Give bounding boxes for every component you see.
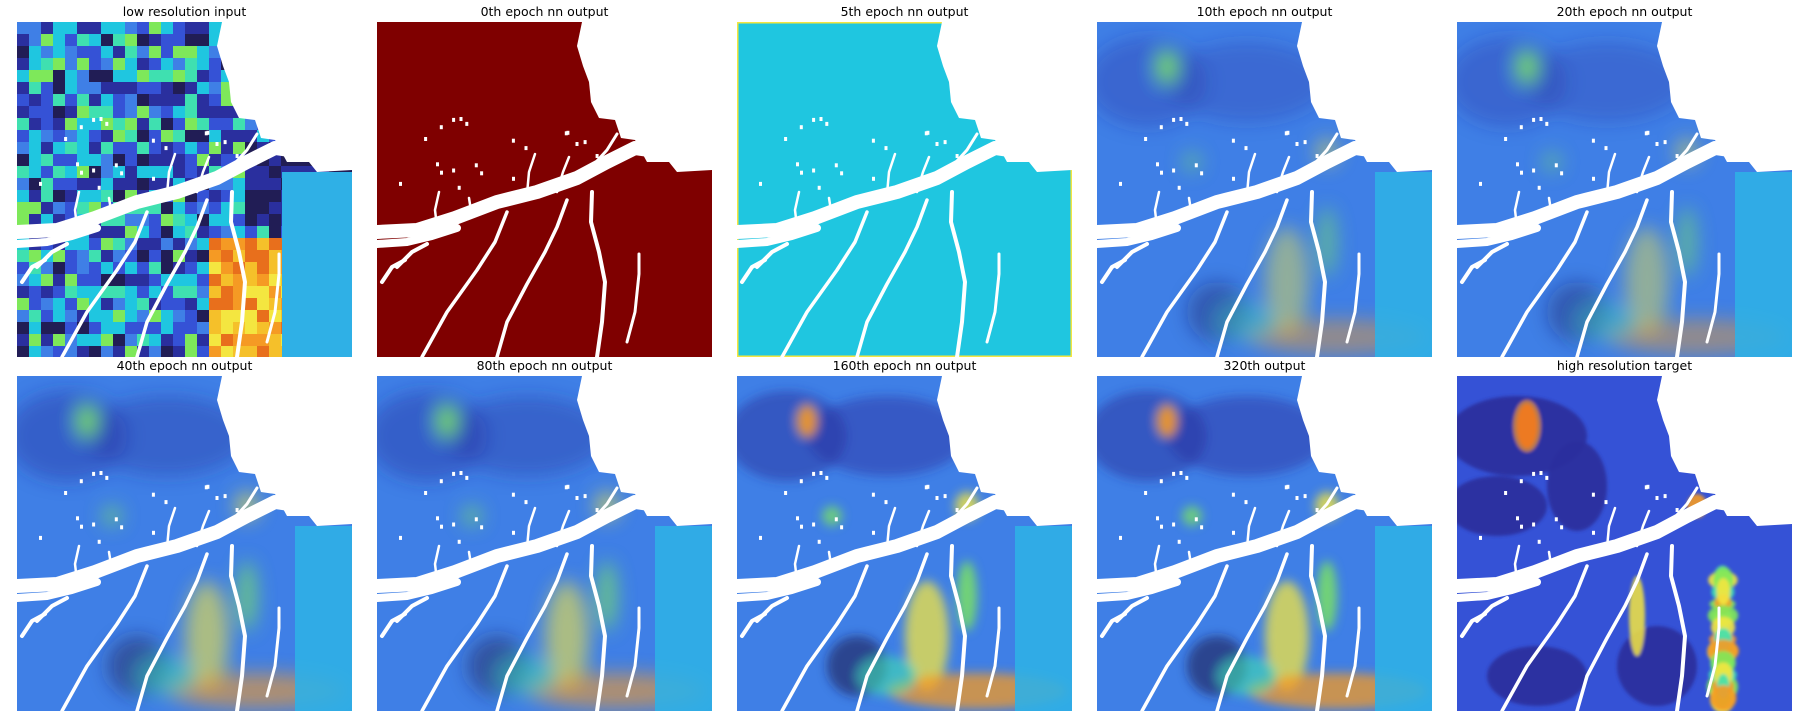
map-image xyxy=(737,376,1072,711)
panel-image xyxy=(17,22,352,357)
map-image xyxy=(377,22,712,357)
panel-title: 320th output xyxy=(1223,358,1306,373)
panel-title: 40th epoch nn output xyxy=(116,358,253,373)
panel-title: 80th epoch nn output xyxy=(476,358,613,373)
panel-image xyxy=(17,376,352,711)
map-image xyxy=(1457,22,1792,357)
map-image xyxy=(737,22,1072,357)
panel-title: 20th epoch nn output xyxy=(1556,4,1693,19)
panel-title: 10th epoch nn output xyxy=(1196,4,1333,19)
panel-low-resolution-input: low resolution input xyxy=(17,4,352,360)
map-image xyxy=(1097,376,1432,711)
panel-high-resolution-target: high resolution target xyxy=(1457,358,1792,714)
panel-image xyxy=(377,22,712,357)
map-image xyxy=(17,376,352,711)
panel-title: 5th epoch nn output xyxy=(840,4,969,19)
panel-title: 160th epoch nn output xyxy=(832,358,977,373)
panel-image xyxy=(737,376,1072,711)
panel-image xyxy=(1457,22,1792,357)
panel-epoch-5-output: 5th epoch nn output xyxy=(737,4,1072,360)
map-image xyxy=(377,376,712,711)
map-image xyxy=(1097,22,1432,357)
panel-image xyxy=(377,376,712,711)
panel-title: high resolution target xyxy=(1556,358,1693,373)
panel-epoch-20-output: 20th epoch nn output xyxy=(1457,4,1792,360)
panel-epoch-80-output: 80th epoch nn output xyxy=(377,358,712,714)
map-image xyxy=(1457,376,1792,711)
panel-image xyxy=(1457,376,1792,711)
panel-image xyxy=(737,22,1072,357)
map-image xyxy=(17,22,352,357)
panel-epoch-40-output: 40th epoch nn output xyxy=(17,358,352,714)
panel-image xyxy=(1097,376,1432,711)
panel-image xyxy=(1097,22,1432,357)
panel-epoch-0-output: 0th epoch nn output xyxy=(377,4,712,360)
panel-title: low resolution input xyxy=(122,4,247,19)
panel-epoch-320-output: 320th output xyxy=(1097,358,1432,714)
panel-title: 0th epoch nn output xyxy=(480,4,609,19)
panel-epoch-10-output: 10th epoch nn output xyxy=(1097,4,1432,360)
panel-epoch-160-output: 160th epoch nn output xyxy=(737,358,1072,714)
